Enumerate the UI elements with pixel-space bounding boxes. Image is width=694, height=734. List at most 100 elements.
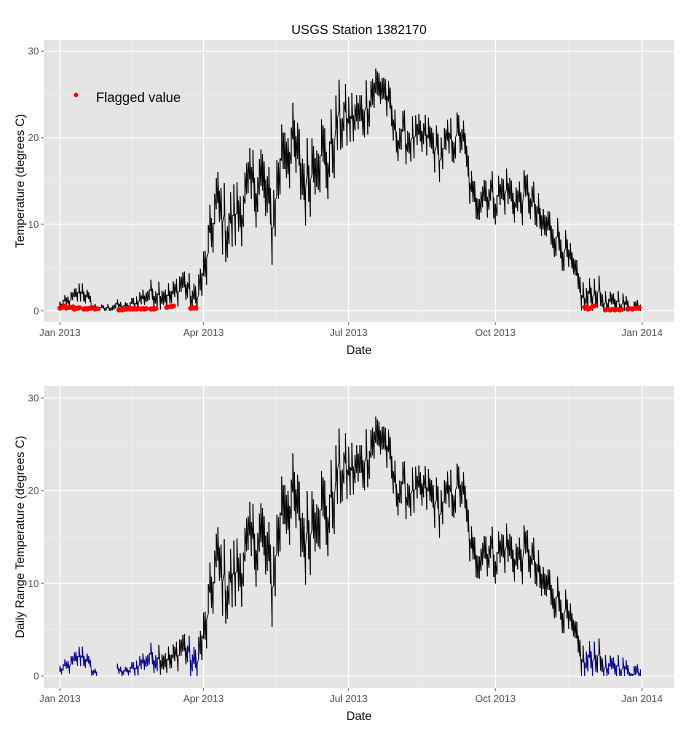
data-segment	[408, 132, 412, 162]
data-segment	[64, 295, 67, 304]
data-segment	[73, 288, 77, 297]
data-segment	[451, 493, 455, 518]
data-segment	[357, 103, 361, 122]
data-segment	[416, 476, 420, 488]
data-segment	[621, 302, 624, 306]
data-segment	[504, 545, 507, 551]
data-segment	[313, 499, 316, 552]
data-segment	[313, 145, 316, 195]
data-segment	[617, 655, 621, 676]
data-segment	[464, 485, 468, 522]
data-segment	[155, 655, 158, 672]
data-segment	[145, 292, 149, 302]
data-segment	[338, 428, 342, 504]
data-segment	[471, 170, 474, 202]
data-segment	[450, 469, 453, 517]
data-segment	[370, 430, 373, 456]
data-segment	[502, 535, 506, 573]
data-segment	[621, 667, 624, 671]
data-segment	[466, 145, 469, 177]
data-segment	[590, 651, 594, 676]
data-segment	[632, 673, 635, 676]
data-segment	[246, 163, 249, 194]
data-segment	[106, 306, 108, 309]
data-segment	[150, 279, 153, 300]
data-segment	[360, 445, 364, 489]
data-segment	[453, 142, 456, 159]
data-segment	[168, 646, 171, 669]
data-segment	[373, 431, 377, 443]
data-segment	[587, 290, 590, 294]
data-segment	[80, 655, 83, 659]
data-segment	[448, 132, 452, 140]
x-tick-label: Jan 2014	[622, 328, 664, 339]
data-segment	[260, 149, 263, 191]
data-segment	[180, 276, 184, 289]
data-segment	[520, 192, 523, 226]
data-segment	[380, 430, 383, 450]
data-segment	[533, 181, 536, 225]
data-segment	[410, 136, 413, 141]
data-segment	[166, 658, 169, 661]
data-segment	[268, 167, 271, 225]
data-segment	[612, 293, 616, 310]
data-segment	[616, 300, 619, 303]
data-segment	[174, 646, 177, 657]
data-segment	[246, 518, 249, 550]
data-segment	[506, 523, 509, 562]
data-segment	[303, 518, 306, 585]
data-segment	[598, 638, 602, 671]
data-segment	[124, 302, 128, 308]
data-segment	[145, 656, 149, 666]
data-segment	[140, 295, 144, 300]
data-segment	[477, 198, 480, 220]
data-segment	[375, 68, 378, 96]
data-segment	[619, 668, 622, 677]
data-segment	[424, 114, 428, 156]
data-segment	[160, 296, 163, 305]
data-segment	[223, 183, 227, 262]
data-segment	[188, 635, 192, 676]
data-segment	[62, 299, 66, 302]
data-segment	[380, 81, 383, 100]
data-segment	[281, 476, 284, 525]
data-segment	[483, 535, 487, 559]
data-segment	[169, 654, 172, 668]
data-segment	[560, 599, 563, 634]
data-segment	[235, 213, 238, 215]
data-segment	[348, 446, 351, 496]
data-segment	[278, 162, 281, 195]
data-segment	[450, 118, 453, 162]
data-segment	[325, 151, 329, 199]
data-segment	[198, 274, 201, 291]
data-segment	[345, 433, 348, 499]
data-segment	[499, 184, 503, 200]
data-segment	[158, 281, 161, 310]
flagged-point	[144, 306, 149, 311]
data-segment	[211, 576, 214, 614]
data-segment	[498, 531, 501, 563]
data-segment	[544, 215, 547, 237]
data-segment	[360, 95, 364, 136]
data-segment	[242, 552, 246, 562]
data-segment	[172, 644, 176, 662]
data-segment	[179, 276, 182, 292]
data-segment	[547, 569, 550, 591]
data-segment	[480, 191, 484, 208]
data-segment	[420, 120, 423, 152]
data-segment	[447, 471, 450, 508]
data-segment	[456, 463, 460, 489]
data-segment	[628, 672, 632, 677]
data-segment	[349, 115, 353, 120]
data-segment	[514, 559, 517, 567]
data-segment	[330, 460, 334, 529]
data-segment	[144, 295, 147, 303]
data-segment	[137, 300, 140, 303]
data-segment	[466, 499, 469, 532]
data-segment	[109, 307, 112, 311]
data-segment	[431, 127, 434, 154]
data-segment	[212, 581, 215, 584]
data-segment	[354, 104, 358, 122]
data-segment	[405, 496, 409, 506]
data-segment	[163, 655, 166, 668]
